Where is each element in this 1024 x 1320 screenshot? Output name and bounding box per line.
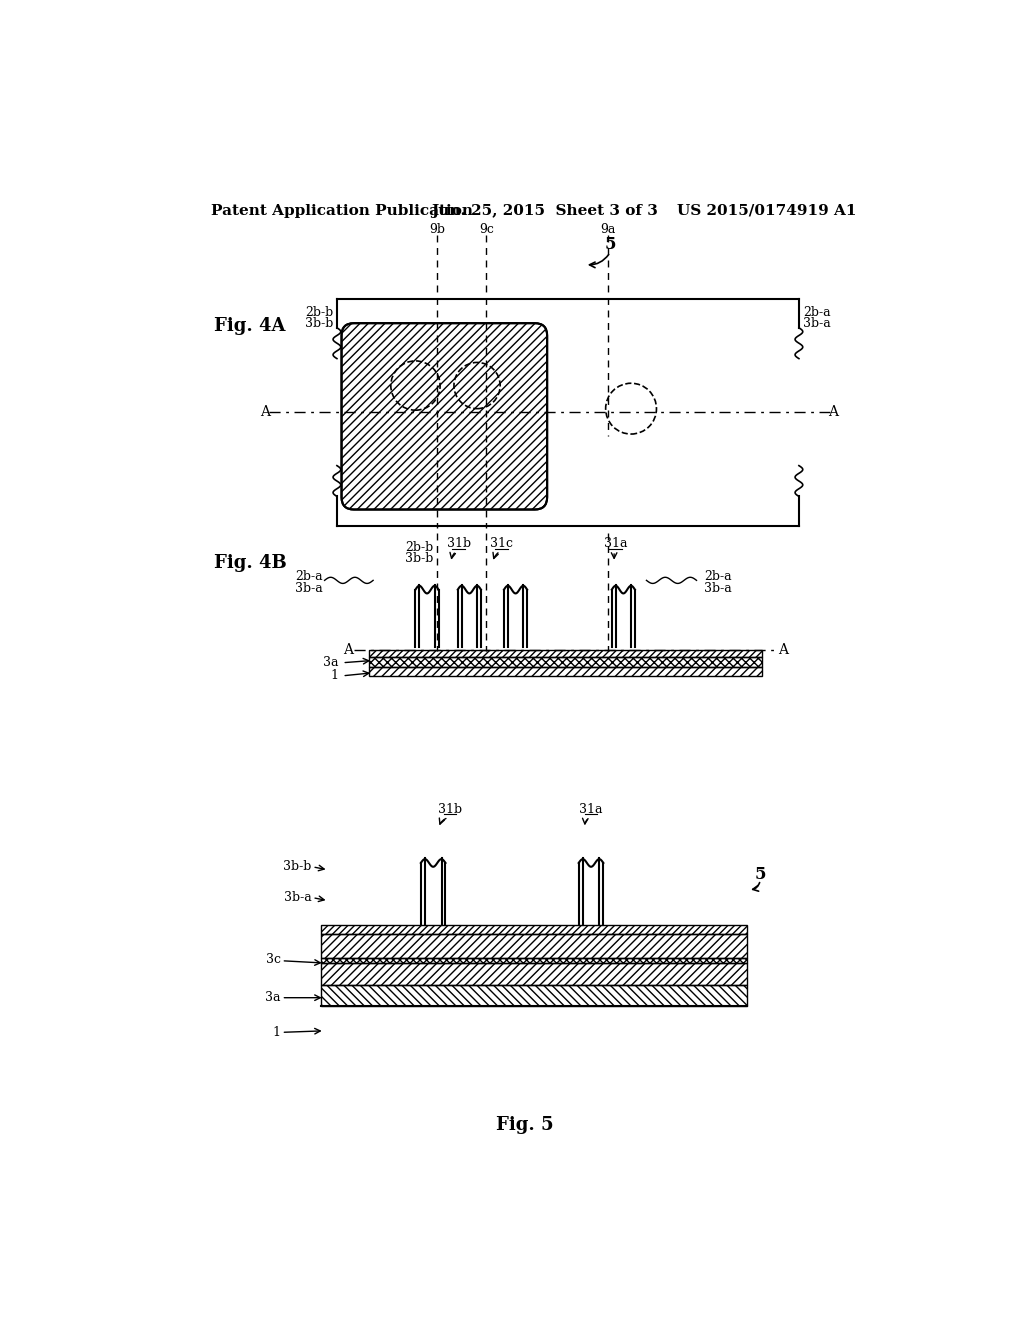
Text: A: A [828,405,839,418]
Text: 9c: 9c [479,223,494,236]
Bar [321,924,746,933]
Text: 2b-b: 2b-b [404,541,433,554]
Text: 5: 5 [604,236,616,253]
Text: 3b-b: 3b-b [305,317,333,330]
Text: US 2015/0174919 A1: US 2015/0174919 A1 [677,203,857,218]
Text: 2b-a: 2b-a [705,570,732,583]
Text: 31b: 31b [438,803,462,816]
Text: 3b-a: 3b-a [295,582,323,594]
Text: 3b-a: 3b-a [705,582,732,594]
Text: 5: 5 [755,866,766,883]
FancyBboxPatch shape [342,323,547,510]
Text: 3b-a: 3b-a [803,317,830,330]
Text: 2b-b: 2b-b [305,306,333,319]
Text: 9a: 9a [600,223,615,236]
Text: A: A [778,643,788,656]
Text: 2b-a: 2b-a [803,306,830,319]
Text: Patent Application Publication: Patent Application Publication [211,203,473,218]
Bar [370,667,762,676]
Bar [370,649,762,657]
Text: Fig. 4B: Fig. 4B [214,553,287,572]
Text: 1: 1 [272,1026,281,1039]
Bar [321,985,746,1006]
Bar [321,933,746,958]
Bar [370,657,762,667]
Text: 3a: 3a [265,991,281,1005]
Text: A: A [343,643,353,656]
Text: 3b-b: 3b-b [283,861,311,874]
Text: Fig. 4A: Fig. 4A [214,317,286,335]
Bar [321,958,746,964]
Text: 31a: 31a [580,803,603,816]
Text: 3c: 3c [265,953,281,966]
Text: 31a: 31a [604,537,628,550]
Text: A: A [260,405,270,418]
Text: 31b: 31b [446,537,471,550]
Text: Fig. 5: Fig. 5 [496,1115,554,1134]
Text: 1: 1 [331,669,339,682]
Bar [321,964,746,985]
Text: 9b: 9b [429,223,445,236]
Text: 31c: 31c [490,537,513,550]
Text: 3a: 3a [323,656,339,669]
Text: 3b-a: 3b-a [284,891,311,904]
Text: 2b-a: 2b-a [296,570,323,583]
Text: 3b-b: 3b-b [404,552,433,565]
Text: Jun. 25, 2015  Sheet 3 of 3: Jun. 25, 2015 Sheet 3 of 3 [431,203,657,218]
